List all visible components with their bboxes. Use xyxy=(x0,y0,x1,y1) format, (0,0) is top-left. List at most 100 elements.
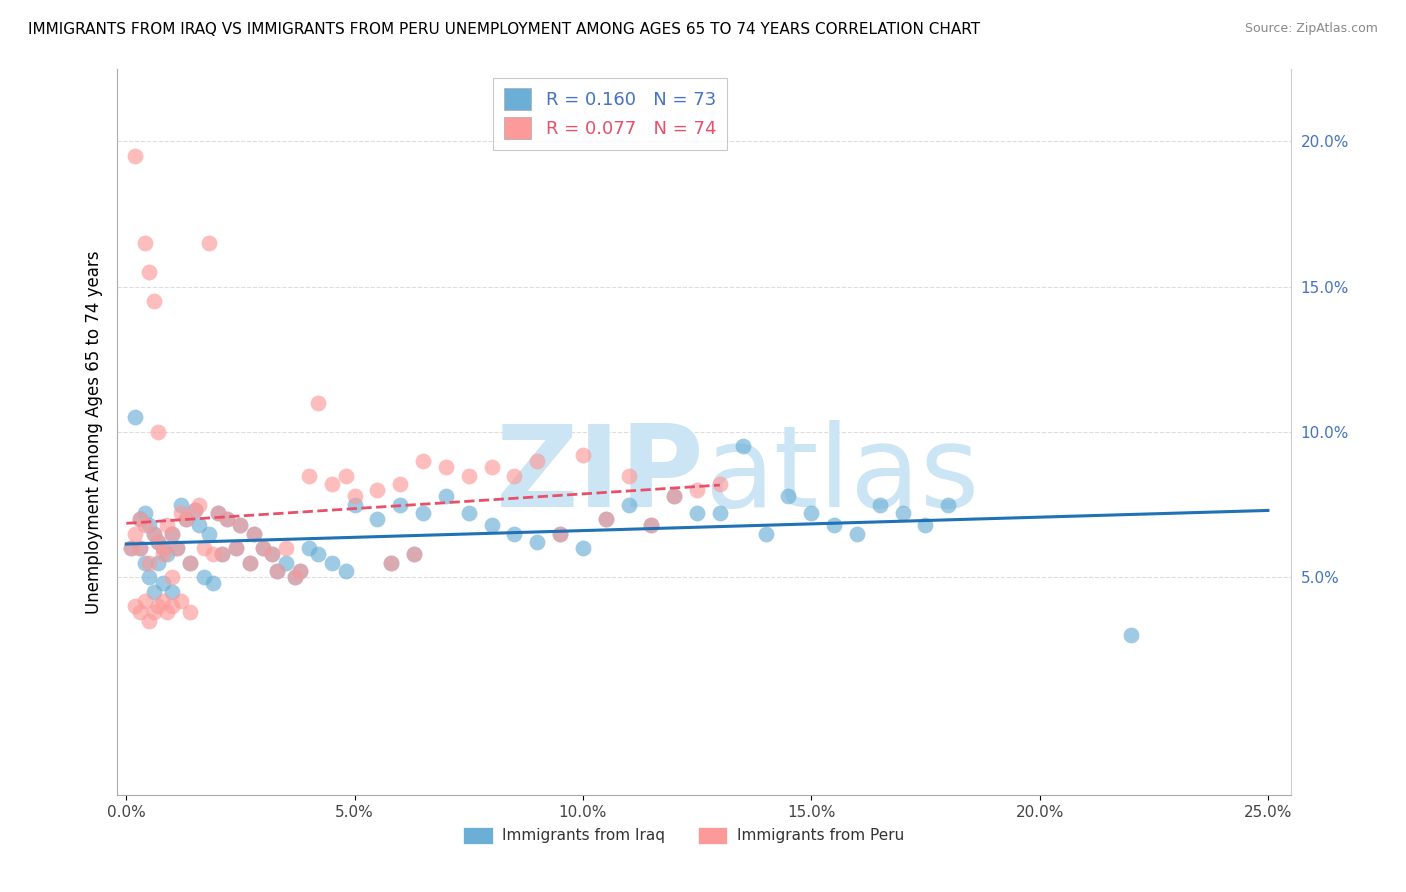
Point xyxy=(138,556,160,570)
Point xyxy=(156,547,179,561)
Point xyxy=(148,535,170,549)
Point xyxy=(617,468,640,483)
Point xyxy=(307,396,329,410)
Point xyxy=(134,506,156,520)
Text: IMMIGRANTS FROM IRAQ VS IMMIGRANTS FROM PERU UNEMPLOYMENT AMONG AGES 65 TO 74 YE: IMMIGRANTS FROM IRAQ VS IMMIGRANTS FROM … xyxy=(28,22,980,37)
Point xyxy=(142,526,165,541)
Point xyxy=(138,570,160,584)
Point xyxy=(481,517,503,532)
Point xyxy=(891,506,914,520)
Point xyxy=(129,605,152,619)
Point xyxy=(120,541,142,556)
Point xyxy=(366,483,388,497)
Point xyxy=(321,477,343,491)
Point xyxy=(276,541,298,556)
Point xyxy=(335,468,357,483)
Point xyxy=(142,605,165,619)
Point xyxy=(188,498,211,512)
Point xyxy=(193,541,215,556)
Point xyxy=(298,468,321,483)
Point xyxy=(184,503,207,517)
Point xyxy=(402,547,425,561)
Text: Immigrants from Iraq: Immigrants from Iraq xyxy=(502,828,665,843)
Point xyxy=(1119,628,1142,642)
Point xyxy=(160,526,183,541)
Point xyxy=(380,556,402,570)
Point xyxy=(686,506,709,520)
Text: Source: ZipAtlas.com: Source: ZipAtlas.com xyxy=(1244,22,1378,36)
Point xyxy=(229,517,252,532)
Point xyxy=(412,506,434,520)
Point xyxy=(343,498,366,512)
Point xyxy=(595,512,617,526)
Point xyxy=(709,477,731,491)
Point xyxy=(778,489,800,503)
Point xyxy=(343,489,366,503)
Text: atlas: atlas xyxy=(704,420,979,531)
Point xyxy=(503,468,526,483)
Point xyxy=(124,410,146,425)
Point xyxy=(481,459,503,474)
Point xyxy=(288,565,311,579)
Point xyxy=(129,541,152,556)
Point xyxy=(193,570,215,584)
Point xyxy=(174,512,197,526)
Point xyxy=(252,541,274,556)
Point xyxy=(800,506,823,520)
Point xyxy=(148,425,170,439)
Point xyxy=(170,593,193,607)
Point xyxy=(156,605,179,619)
Point xyxy=(152,547,174,561)
Point xyxy=(548,526,571,541)
Point xyxy=(179,556,201,570)
Point xyxy=(845,526,868,541)
Point xyxy=(152,541,174,556)
Point xyxy=(207,506,229,520)
Point xyxy=(156,517,179,532)
Point xyxy=(124,526,146,541)
Point xyxy=(548,526,571,541)
Point xyxy=(152,541,174,556)
Point xyxy=(142,294,165,309)
Point xyxy=(239,556,262,570)
Point xyxy=(152,593,174,607)
Point xyxy=(124,149,146,163)
Point xyxy=(215,512,238,526)
Point xyxy=(288,565,311,579)
Point xyxy=(148,599,170,614)
Point xyxy=(755,526,778,541)
Point xyxy=(129,541,152,556)
Point xyxy=(160,526,183,541)
Point xyxy=(617,498,640,512)
Point xyxy=(503,526,526,541)
Point xyxy=(936,498,959,512)
Point xyxy=(640,517,662,532)
Point xyxy=(179,556,201,570)
Point xyxy=(321,556,343,570)
FancyBboxPatch shape xyxy=(699,827,727,844)
Point xyxy=(595,512,617,526)
Point xyxy=(239,556,262,570)
Point xyxy=(120,541,142,556)
Point xyxy=(526,535,548,549)
Point xyxy=(266,565,288,579)
Point xyxy=(184,503,207,517)
Point xyxy=(276,556,298,570)
Point xyxy=(166,541,188,556)
Point xyxy=(148,556,170,570)
Point xyxy=(823,517,845,532)
Point xyxy=(243,526,266,541)
Point xyxy=(266,565,288,579)
Point xyxy=(138,517,160,532)
Point xyxy=(229,517,252,532)
Point xyxy=(412,454,434,468)
Point xyxy=(160,599,183,614)
Point xyxy=(298,541,321,556)
Point xyxy=(402,547,425,561)
Point xyxy=(869,498,891,512)
Point xyxy=(188,517,211,532)
Point xyxy=(284,570,307,584)
Point xyxy=(284,570,307,584)
Point xyxy=(380,556,402,570)
Point xyxy=(225,541,247,556)
